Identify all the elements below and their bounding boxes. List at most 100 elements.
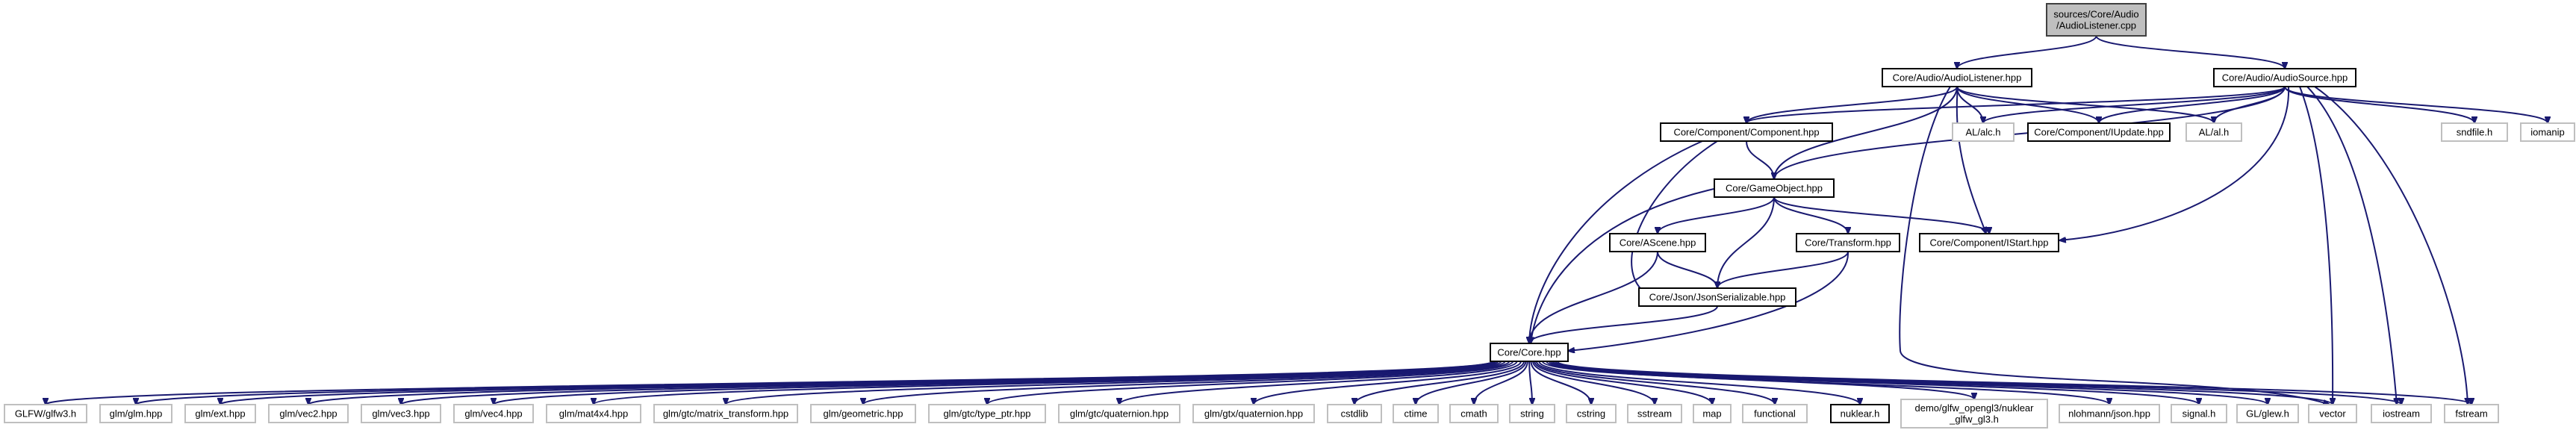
node-box	[1058, 404, 1180, 423]
edge-listener_hpp-to-istart_hpp	[1956, 86, 1986, 234]
node-box	[268, 404, 349, 423]
node-nuklear-glfw: demo/glfw_opengl3/nuklear_glfw_gl3.h	[1900, 399, 2048, 429]
edge-gameobject_hpp-to-json_hpp	[1717, 196, 1775, 288]
edge-core_hpp-to-fstream	[1556, 361, 2471, 405]
node-cmath: cmath	[1449, 404, 1499, 423]
node-ascene-hpp[interactable]: Core/AScene.hpp	[1609, 233, 1706, 252]
edge-json_hpp-to-core_hpp	[1529, 305, 1718, 343]
edge-source_hpp-to-iupdate_hpp	[2099, 86, 2286, 123]
node-box	[2444, 404, 2499, 423]
node-label: Core/Component/Component.hpp	[1673, 127, 1819, 138]
node-box	[1609, 233, 1706, 252]
node-label: AL/alc.h	[1966, 127, 2001, 138]
node-label: sources/Core/Audio	[2053, 9, 2138, 20]
edge-root-to-source_hpp	[2095, 35, 2286, 69]
node-glm-vec4: glm/vec4.hpp	[453, 404, 534, 423]
edge-source_hpp-to-fstream	[2314, 86, 2468, 405]
node-fstream: fstream	[2444, 404, 2499, 423]
node-label: sstream	[1637, 408, 1672, 420]
node-transform-hpp[interactable]: Core/Transform.hpp	[1796, 233, 1900, 252]
node-alc-h: AL/alc.h	[1952, 122, 2015, 142]
edge-core_hpp-to-iostream	[1555, 361, 2401, 405]
node-nuklear-h[interactable]: nuklear.h	[1830, 404, 1890, 423]
nodes-layer: sources/Core/Audio/AudioListener.cpp Core…	[4, 3, 2575, 429]
node-label: string	[1520, 408, 1544, 420]
node-listener-hpp[interactable]: Core/Audio/AudioListener.hpp	[1882, 68, 2032, 87]
edge-listener_hpp-to-gameobject_hpp	[1774, 86, 1958, 179]
edge-gameobject_hpp-to-istart_hpp	[1773, 196, 1989, 234]
node-box	[1327, 404, 1382, 423]
edge-core_hpp-to-glm_geometric	[863, 361, 1511, 405]
node-box	[1796, 233, 1900, 252]
node-box	[928, 404, 1046, 423]
node-box	[184, 404, 256, 423]
node-istart-hpp[interactable]: Core/Component/IStart.hpp	[1919, 233, 2059, 252]
node-label: functional	[1754, 408, 1796, 420]
node-cstring: cstring	[1566, 404, 1617, 423]
edge-transform_hpp-to-json_hpp	[1717, 251, 1849, 288]
node-sstream: sstream	[1627, 404, 1682, 423]
node-box	[2171, 404, 2227, 423]
node-label: Core/Component/IUpdate.hpp	[2034, 127, 2163, 138]
node-box	[2185, 122, 2242, 142]
node-component-hpp[interactable]: Core/Component/Component.hpp	[1660, 122, 1833, 142]
node-box	[546, 404, 641, 423]
node-core-hpp[interactable]: Core/Core.hpp	[1490, 343, 1569, 362]
node-label: vector	[2319, 408, 2346, 420]
node-label: cstring	[1577, 408, 1605, 420]
edge-core_hpp-to-sstream	[1532, 361, 1655, 405]
node-label: glm/gtc/type_ptr.hpp	[943, 408, 1030, 420]
edge-core_hpp-to-glm_mat4x4	[594, 361, 1502, 405]
node-json-hpp[interactable]: Core/Json/JsonSerializable.hpp	[1638, 287, 1796, 307]
edge-core_hpp-to-signal_h	[1548, 361, 2199, 405]
edge-core_hpp-to-glm_gtc_tp	[987, 361, 1514, 405]
node-gameobject-hpp[interactable]: Core/GameObject.hpp	[1714, 178, 1835, 198]
node-glm-ext: glm/ext.hpp	[184, 404, 256, 423]
node-box	[2059, 404, 2160, 423]
edge-core_hpp-to-nuklear_h	[1538, 361, 1860, 405]
node-label: glm/gtc/quaternion.hpp	[1070, 408, 1169, 420]
node-box	[453, 404, 534, 423]
node-box	[1900, 399, 2048, 429]
node-box	[4, 404, 87, 423]
node-label: Core/Transform.hpp	[1805, 237, 1891, 249]
node-box	[361, 404, 441, 423]
node-label: glm/vec2.hpp	[279, 408, 337, 420]
node-box	[1660, 122, 1833, 142]
node-box	[1490, 343, 1569, 362]
node-box	[1830, 404, 1890, 423]
node-iostream: iostream	[2371, 404, 2432, 423]
node-label: ctime	[1404, 408, 1427, 420]
node-label: glm/gtc/matrix_transform.hpp	[663, 408, 788, 420]
node-box	[1882, 68, 2032, 87]
node-box	[810, 404, 916, 423]
node-label: AL/al.h	[2199, 127, 2229, 138]
node-signal-h: signal.h	[2171, 404, 2227, 423]
node-box	[2027, 122, 2171, 142]
node-al-h: AL/al.h	[2185, 122, 2242, 142]
edge-source_hpp-to-istart_hpp	[2059, 86, 2290, 240]
node-label: Core/Json/JsonSerializable.hpp	[1649, 292, 1786, 303]
edge-core_hpp-to-cstring	[1530, 361, 1591, 405]
node-iupdate-hpp[interactable]: Core/Component/IUpdate.hpp	[2027, 122, 2171, 142]
node-label: /AudioListener.cpp	[2056, 20, 2136, 31]
node-source-hpp[interactable]: Core/Audio/AudioSource.hpp	[2213, 68, 2356, 87]
node-label: glm/ext.hpp	[195, 408, 245, 420]
edge-gameobject_hpp-to-ascene_hpp	[1658, 196, 1775, 234]
edge-source_hpp-to-alc_h	[1983, 86, 2286, 123]
edge-ascene_hpp-to-json_hpp	[1657, 251, 1717, 288]
node-label: nlohmann/json.hpp	[2068, 408, 2150, 420]
node-label: signal.h	[2183, 408, 2216, 420]
node-label: Core/Audio/AudioSource.hpp	[2222, 72, 2348, 84]
node-nlohmann: nlohmann/json.hpp	[2059, 404, 2160, 423]
node-label: glm/mat4x4.hpp	[559, 408, 629, 420]
node-label: GLFW/glfw3.h	[15, 408, 76, 420]
node-glm-geometric: glm/geometric.hpp	[810, 404, 916, 423]
edge-core_hpp-to-functional	[1535, 361, 1775, 405]
edge-transform_hpp-to-core_hpp	[1568, 251, 1849, 351]
node-glm-vec2: glm/vec2.hpp	[268, 404, 349, 423]
edge-listener_hpp-to-al_h	[1956, 86, 2214, 123]
node-box	[1952, 122, 2015, 142]
node-box	[99, 404, 172, 423]
node-box	[1566, 404, 1617, 423]
